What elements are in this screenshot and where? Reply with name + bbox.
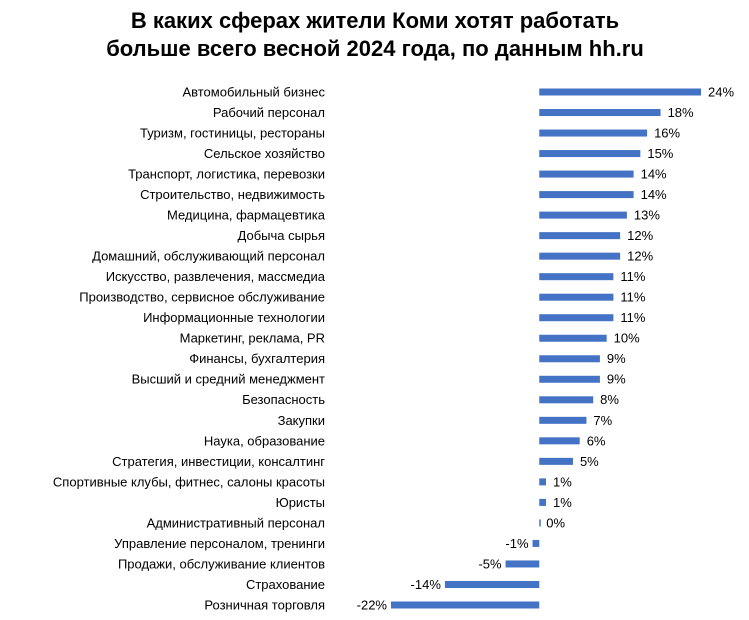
y-tick-label: Наука, образование xyxy=(204,433,325,448)
bar xyxy=(539,519,541,527)
bar xyxy=(539,375,600,383)
y-tick-label: Страхование xyxy=(246,577,325,592)
y-tick-label: Розничная торговля xyxy=(204,597,325,612)
y-tick-label: Финансы, бухгалтерия xyxy=(189,351,325,366)
y-tick-label: Домашний, обслуживающий персонал xyxy=(92,249,325,264)
bar xyxy=(539,129,648,137)
y-tick-label: Транспорт, логистика, перевозки xyxy=(128,167,325,182)
data-label: 0% xyxy=(546,515,565,530)
bar xyxy=(539,416,587,424)
y-tick-label: Туризм, гостиницы, рестораны xyxy=(140,125,325,140)
bar xyxy=(539,478,546,486)
bar xyxy=(532,539,540,547)
y-tick-label: Административный персонал xyxy=(147,515,325,530)
y-tick-label: Медицина, фармацевтика xyxy=(167,208,326,223)
data-label: 14% xyxy=(641,187,667,202)
data-label: 24% xyxy=(708,84,734,99)
data-label: -1% xyxy=(505,536,529,551)
data-label: 1% xyxy=(553,474,572,489)
bar xyxy=(539,273,614,281)
data-label: 1% xyxy=(553,495,572,510)
bar xyxy=(539,252,621,260)
bar xyxy=(539,232,621,240)
data-label: -5% xyxy=(478,556,502,571)
bar xyxy=(539,396,594,404)
bar xyxy=(539,457,573,465)
bar xyxy=(539,437,580,445)
data-label: 5% xyxy=(580,454,599,469)
y-tick-label: Рабочий персонал xyxy=(213,105,325,120)
data-label: 14% xyxy=(641,167,667,182)
y-tick-label: Продажи, обслуживание клиентов xyxy=(118,556,325,571)
bar xyxy=(539,293,614,301)
data-label: 12% xyxy=(627,249,653,264)
bar xyxy=(444,580,540,588)
y-tick-label: Сельское хозяйство xyxy=(204,146,325,161)
data-label: -14% xyxy=(411,577,442,592)
bar xyxy=(539,211,627,219)
y-tick-label: Строительство, недвижимость xyxy=(140,187,325,202)
data-label: 9% xyxy=(607,351,626,366)
data-label: 18% xyxy=(668,105,694,120)
data-label: 11% xyxy=(620,269,645,284)
y-tick-label: Безопасность xyxy=(242,392,325,407)
y-tick-label: Автомобильный бизнес xyxy=(182,84,325,99)
data-label: 12% xyxy=(627,228,653,243)
y-tick-label: Спортивные клубы, фитнес, салоны красоты xyxy=(53,474,325,489)
bar xyxy=(539,150,641,158)
data-label: 13% xyxy=(634,208,660,223)
bar xyxy=(539,170,634,178)
y-tick-label: Информационные технологии xyxy=(143,310,325,325)
y-tick-label: Маркетинг, реклама, PR xyxy=(180,331,325,346)
chart-title: больше всего весной 2024 года, по данным… xyxy=(106,36,644,61)
bar xyxy=(539,191,634,199)
bar xyxy=(539,88,701,96)
bar xyxy=(391,601,540,609)
y-tick-label: Закупки xyxy=(278,413,325,428)
y-tick-label: Искусство, развлечения, массмедиа xyxy=(106,269,326,284)
y-tick-label: Управление персоналом, тренинги xyxy=(114,536,325,551)
bar xyxy=(539,334,607,342)
data-label: 9% xyxy=(607,372,626,387)
bar xyxy=(539,498,546,506)
bar xyxy=(539,109,661,117)
data-label: 7% xyxy=(593,413,612,428)
data-label: 16% xyxy=(654,125,680,140)
bar xyxy=(539,355,600,363)
data-label: 10% xyxy=(614,331,640,346)
y-tick-label: Стратегия, инвестиции, консалтинг xyxy=(112,454,325,469)
data-label: 8% xyxy=(600,392,619,407)
data-label: -22% xyxy=(357,597,388,612)
data-label: 11% xyxy=(620,290,645,305)
y-tick-label: Юристы xyxy=(276,495,325,510)
bar xyxy=(505,560,540,568)
data-label: 15% xyxy=(647,146,673,161)
bar xyxy=(539,314,614,322)
data-label: 6% xyxy=(587,433,606,448)
y-tick-label: Производство, сервисное обслуживание xyxy=(79,290,325,305)
y-tick-label: Высший и средний менеджмент xyxy=(132,372,325,387)
chart-title: В каких сферах жители Коми хотят работат… xyxy=(131,8,619,33)
y-tick-label: Добыча сырья xyxy=(238,228,325,243)
data-label: 11% xyxy=(620,310,645,325)
